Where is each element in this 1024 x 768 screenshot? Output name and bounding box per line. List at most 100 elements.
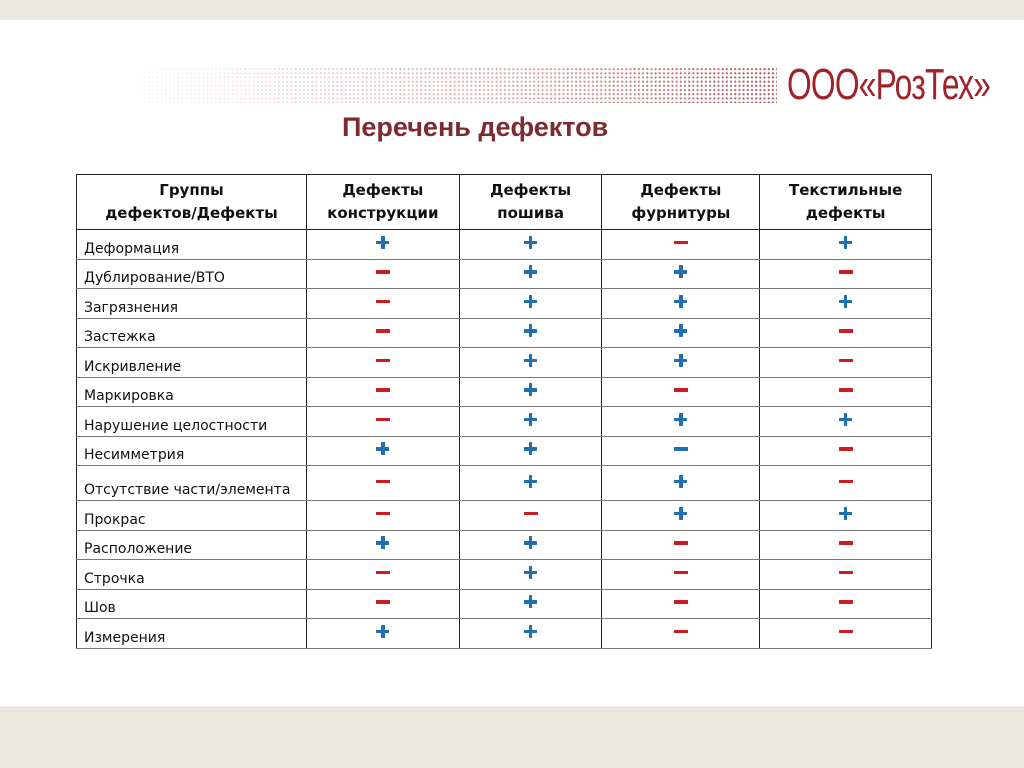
table-row: Шов [76,588,932,619]
defect-mark-cell [601,588,761,619]
defect-mark-cell [759,347,932,378]
defect-mark-cell [305,500,460,531]
defect-mark-cell [458,258,603,289]
plus-icon [674,474,688,488]
defect-mark-cell [305,258,460,289]
plus-icon [524,536,538,550]
bottom-band [0,706,1024,768]
defect-mark-cell [759,500,932,531]
defect-mark-cell [458,618,603,649]
minus-icon [376,295,391,308]
defect-name: Строчка [76,559,307,590]
column-header-hardware: Дефекты фурнитуры [601,174,761,230]
defect-name: Деформация [76,229,307,260]
defect-mark-cell [601,258,761,289]
defect-mark-cell [305,229,460,260]
defect-mark-cell [458,347,603,378]
plus-icon [524,383,538,397]
defect-mark-cell [305,588,460,619]
table-row: Застежка [76,317,932,348]
defect-mark-cell [759,376,932,407]
defect-name: Отсутствие части/элемента [76,465,307,501]
defect-mark-cell [759,529,932,560]
defect-name: Несимметрия [76,435,307,466]
minus-icon [839,595,854,608]
minus-icon [839,383,854,396]
defect-mark-cell [759,435,932,466]
defect-mark-cell [305,317,460,348]
defect-mark-cell [458,288,603,319]
column-header-sewing: Дефекты пошива [458,174,603,230]
top-band [0,0,1024,20]
defect-name: Застежка [76,317,307,348]
defect-mark-cell [601,500,761,531]
plus-icon [524,265,538,279]
defect-name: Прокрас [76,500,307,531]
plus-icon [376,536,390,550]
table-row: Расположение [76,529,932,560]
defect-mark-cell [759,258,932,289]
defect-mark-cell [305,559,460,590]
minus-icon [674,625,689,638]
plus-icon [524,624,538,638]
defect-mark-cell [601,559,761,590]
table-row: Деформация [76,229,932,260]
plus-icon [376,235,390,249]
table-row: Дублирование/ВТО [76,258,932,289]
defect-mark-cell [601,465,761,501]
plus-icon [524,565,538,579]
defect-name: Расположение [76,529,307,560]
minus-icon [376,383,391,396]
defect-mark-cell [305,465,460,501]
defect-mark-cell [305,288,460,319]
defect-mark-cell [601,618,761,649]
plus-icon [674,506,688,520]
plus-icon [524,353,538,367]
defect-mark-cell [458,465,603,501]
plus-icon [524,324,538,338]
defect-mark-cell [305,347,460,378]
defect-mark-cell [458,529,603,560]
defect-mark-cell [759,559,932,590]
defect-mark-cell [458,317,603,348]
defect-mark-cell [759,288,932,319]
table-row: Строчка [76,559,932,590]
table-row: Несимметрия [76,435,932,466]
column-header-textile: Текстильные дефекты [759,174,932,230]
plus-icon [376,624,390,638]
minus-icon [839,442,854,455]
defect-name: Маркировка [76,376,307,407]
column-header-groups: Группы дефектов/Дефекты [76,174,307,230]
plus-icon [674,324,688,338]
defect-mark-cell [759,465,932,501]
minus-icon [674,566,689,579]
table-row: Искривление [76,347,932,378]
defect-mark-cell [458,435,603,466]
table-body: Деформация Дублирование/ВТО Загрязнения Зас… [76,229,932,649]
plus-icon [524,595,538,609]
plus-icon [839,412,853,426]
defect-mark-cell [305,435,460,466]
minus-icon [674,442,689,455]
table-row: Прокрас [76,500,932,531]
defect-mark-cell [601,347,761,378]
minus-icon [839,354,854,367]
plus-icon [524,442,538,456]
minus-icon [674,595,689,608]
defect-mark-cell [601,376,761,407]
minus-icon [376,324,391,337]
minus-icon [674,236,689,249]
defect-name: Искривление [76,347,307,378]
minus-icon [376,475,391,488]
minus-icon [376,566,391,579]
defect-mark-cell [759,229,932,260]
minus-icon [839,265,854,278]
plus-icon [376,442,390,456]
decorative-dot-strip [105,67,777,103]
plus-icon [674,412,688,426]
defect-name: Дублирование/ВТО [76,258,307,289]
minus-icon [674,536,689,549]
minus-icon [376,507,391,520]
minus-icon [674,383,689,396]
defect-mark-cell [305,376,460,407]
